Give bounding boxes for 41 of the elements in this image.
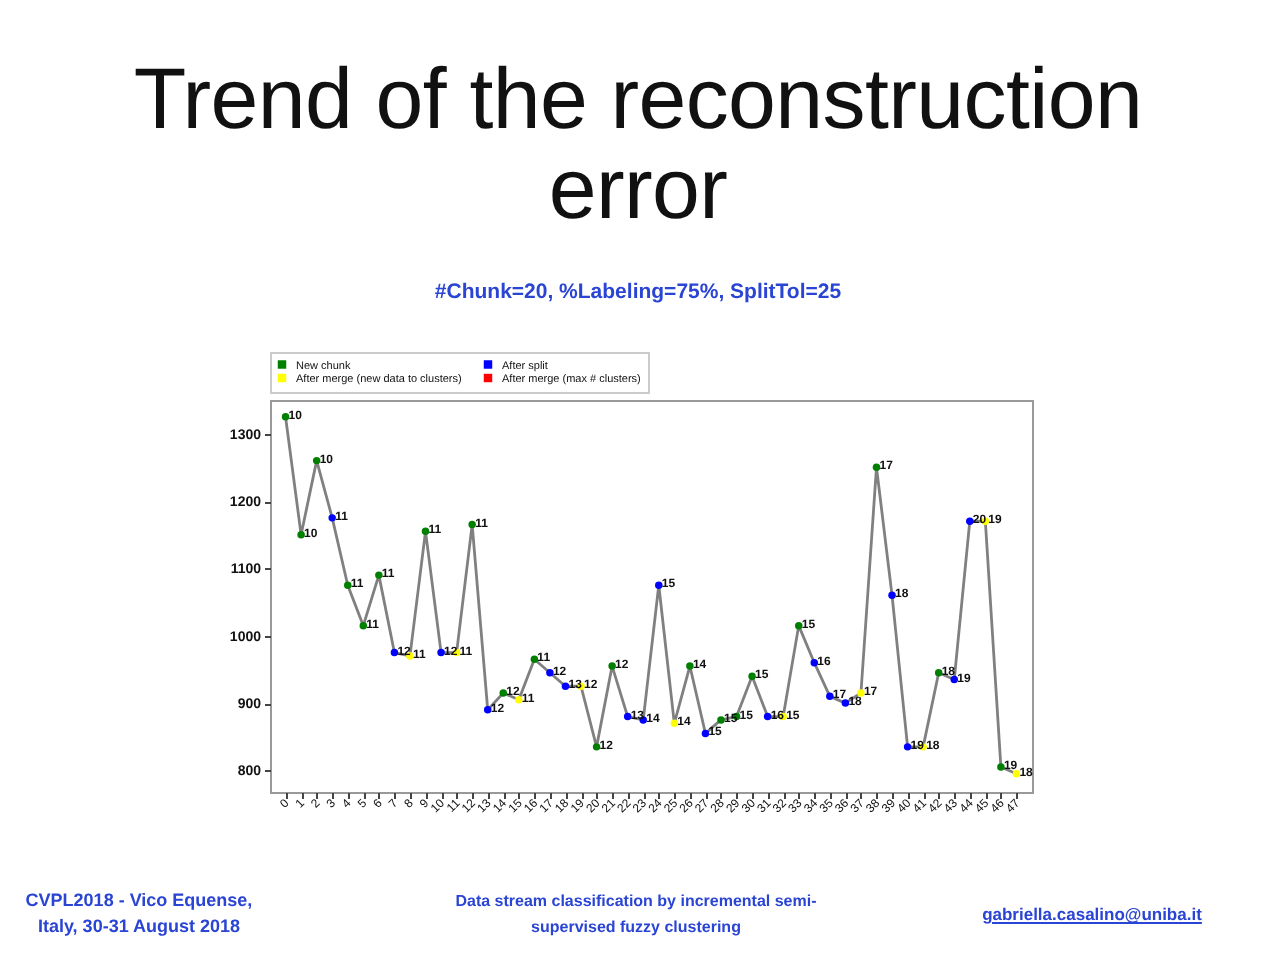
point <box>499 689 508 697</box>
point <box>903 743 912 751</box>
point <box>748 672 756 680</box>
point <box>592 743 601 751</box>
point <box>608 662 616 670</box>
point <box>375 571 383 579</box>
point <box>328 514 336 522</box>
point <box>359 621 368 630</box>
point <box>841 699 850 707</box>
point <box>826 692 834 701</box>
point <box>312 456 321 465</box>
point <box>701 729 710 738</box>
point <box>421 527 430 536</box>
point <box>794 621 803 630</box>
point <box>390 648 399 657</box>
point <box>872 463 881 472</box>
point <box>950 675 958 684</box>
point <box>888 591 896 600</box>
text: gabriella.casalino@uniba.it <box>980 902 1204 928</box>
point <box>1012 770 1021 778</box>
point <box>546 669 554 677</box>
point <box>515 695 523 704</box>
point <box>483 706 492 714</box>
point <box>561 682 570 690</box>
chart-title: Trend of the reconstruction error <box>131 52 1145 238</box>
chart-subtitle: #Chunk=20, %Labeling=75%, SplitTol=25 <box>432 280 844 304</box>
text: Data stream classification by incremental semi-supervised fuzzy clustering <box>453 890 819 940</box>
point <box>670 719 679 728</box>
point <box>437 648 445 657</box>
point <box>530 655 539 664</box>
point <box>281 413 290 421</box>
point <box>717 716 725 724</box>
point <box>344 581 352 589</box>
text: CVPL2018 - Vico Equense, Italy, 30-31 August 2018 <box>24 888 254 940</box>
point <box>763 712 772 721</box>
point <box>297 530 305 539</box>
point <box>686 662 694 670</box>
point <box>810 658 819 667</box>
point <box>934 669 943 677</box>
point <box>623 712 632 721</box>
point <box>468 520 476 529</box>
